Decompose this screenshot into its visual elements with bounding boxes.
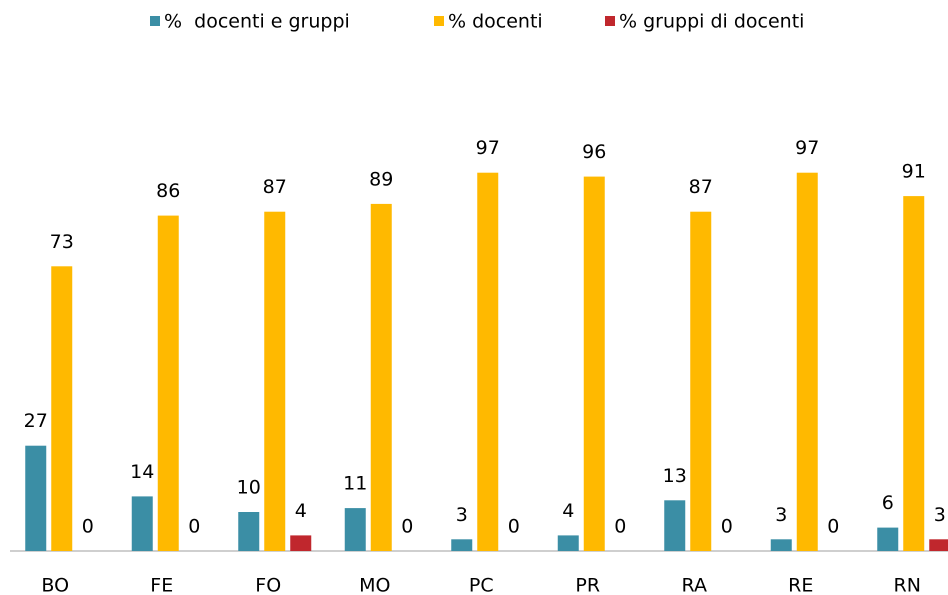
bar [690,211,712,551]
x-tick-label: FE [150,575,173,595]
value-label: 73 [50,231,74,253]
value-label: 0 [188,516,200,538]
x-tick-label: RA [682,575,707,595]
value-label: 97 [795,137,819,159]
bar [131,496,153,551]
legend-swatch [150,16,160,26]
value-label: 3 [775,504,787,526]
bar [557,535,579,551]
legend-swatch [605,16,615,26]
value-label: 11 [343,473,367,495]
value-label: 0 [82,516,94,538]
value-label: 10 [237,477,261,499]
bar [929,539,948,551]
value-label: 3 [934,504,946,526]
value-label: 27 [24,410,48,432]
bar [25,445,47,551]
x-tick-label: PR [575,575,600,595]
bar [264,211,286,551]
x-tick-label: FO [255,575,281,595]
bar [238,512,260,551]
value-label: 89 [369,168,393,190]
value-label: 0 [721,516,733,538]
value-label: 3 [456,504,468,526]
bar [451,539,473,551]
bar [290,535,312,551]
value-label: 87 [263,176,287,198]
bar [51,266,73,551]
value-label: 4 [562,500,574,522]
bar [664,500,686,551]
value-label: 14 [130,461,154,483]
value-label: 86 [156,180,180,202]
bar [477,172,499,551]
value-label: 0 [614,516,626,538]
value-label: 0 [508,516,520,538]
legend-swatch [434,16,444,26]
x-tick-label: MO [359,575,390,595]
bar [796,172,818,551]
bar [157,215,179,551]
bar [370,203,392,551]
value-label: 87 [689,176,713,198]
legend-label: % docenti [448,11,543,33]
x-tick-label: BO [41,575,69,595]
bar [770,539,792,551]
value-label: 96 [582,141,606,163]
x-tick-label: RE [788,575,813,595]
value-label: 91 [902,161,926,183]
legend-label: % docenti e gruppi [164,11,350,33]
x-tick-label: PC [469,575,494,595]
value-label: 4 [295,500,307,522]
value-label: 13 [663,465,687,487]
value-label: 6 [882,492,894,514]
bar [877,527,899,551]
value-label: 0 [827,516,839,538]
bar [344,508,366,551]
value-label: 97 [476,137,500,159]
x-tick-label: RN [894,575,921,595]
bar [583,176,605,551]
value-label: 0 [401,516,413,538]
bar [903,196,925,551]
legend-label: % gruppi di docenti [619,11,804,33]
